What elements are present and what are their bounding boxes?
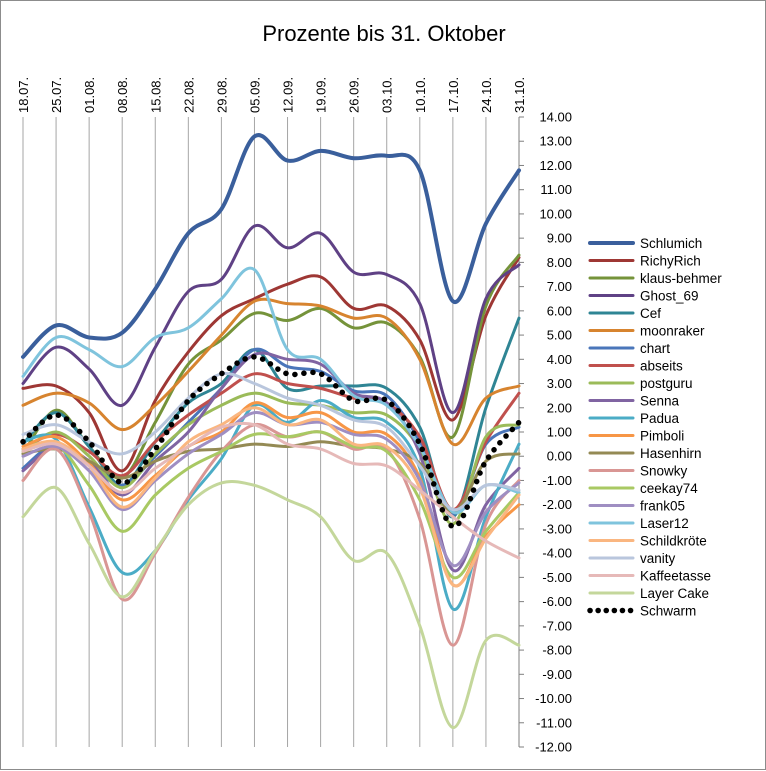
legend-label-hasenhirn: Hasenhirn <box>640 446 702 461</box>
series-line-vanity <box>21 371 521 512</box>
x-tick-label: 18.07. <box>16 77 31 113</box>
series-line-schlumich <box>21 133 521 359</box>
legend-label-vanity: vanity <box>640 551 676 566</box>
series-layer <box>20 133 522 730</box>
x-tick-label: 29.08. <box>214 77 229 113</box>
series-line-abseits <box>21 372 521 511</box>
y-tick-label: -7.00 <box>542 618 572 633</box>
legend-label-kaffeetasse: Kaffeetasse <box>640 569 711 584</box>
x-tick-label: 08.08. <box>115 77 130 113</box>
x-tick-label: 24.10. <box>479 77 494 113</box>
x-tick-label: 12.09. <box>281 77 296 113</box>
series-line-schwarm <box>20 354 522 530</box>
y-tick-label: -4.00 <box>542 546 572 561</box>
x-tick-label: 03.10. <box>380 77 395 113</box>
legend-label-padua: Padua <box>640 411 680 426</box>
y-tick-label: -1.00 <box>542 473 572 488</box>
legend-label-klaus-behmer: klaus-behmer <box>640 271 722 286</box>
y-tick-label: 8.00 <box>547 255 572 270</box>
y-tick-label: -12.00 <box>535 740 572 755</box>
series-line-schildkroete <box>21 406 521 588</box>
y-tick-label: -2.00 <box>542 497 572 512</box>
legend-label-laser12: Laser12 <box>640 516 689 531</box>
axis-layer: 18.07. 25.07. 01.08. 08.08. 15.08. 22.08. 29.0… <box>16 77 572 755</box>
x-tick-label: 26.09. <box>347 77 362 113</box>
legend-label-pimboli: Pimboli <box>640 429 684 444</box>
y-tick-label: 4.00 <box>547 352 572 367</box>
y-tick-label: -6.00 <box>542 594 572 609</box>
x-tick-label: 31.10. <box>512 77 527 113</box>
y-tick-label: 0.00 <box>547 449 572 464</box>
y-tick-label: 12.00 <box>539 158 572 173</box>
y-tick-label: -9.00 <box>542 667 572 682</box>
legend-label-frank05: frank05 <box>640 499 685 514</box>
series-line-padua <box>21 399 521 611</box>
y-tick-label: 7.00 <box>547 279 572 294</box>
y-tick-label: 3.00 <box>547 376 572 391</box>
y-tick-label: 13.00 <box>539 134 572 149</box>
legend-label-schwarm: Schwarm <box>640 604 696 619</box>
series-line-kaffeetasse <box>21 421 521 560</box>
legend-label-senna: Senna <box>640 394 680 409</box>
y-tick-label: 14.00 <box>539 110 572 125</box>
legend-label-snowky: Snowky <box>640 464 688 479</box>
y-tick-label: 6.00 <box>547 303 572 318</box>
y-tick-label: -11.00 <box>536 715 572 730</box>
legend-label-ceekay74: ceekay74 <box>640 481 698 496</box>
x-tick-label: 05.09. <box>247 77 262 113</box>
x-tick-label: 22.08. <box>181 77 196 113</box>
y-tick-label: 11.00 <box>540 182 572 197</box>
y-tick-label: 9.00 <box>547 231 572 246</box>
legend-label-chart: chart <box>640 341 670 356</box>
x-tick-label: 25.07. <box>49 77 64 113</box>
x-tick-label: 10.10. <box>413 77 428 113</box>
legend-label-abseits: abseits <box>640 359 683 374</box>
legend-label-schlumich: Schlumich <box>640 236 702 251</box>
x-tick-label: 01.08. <box>82 77 97 113</box>
y-tick-label: -3.00 <box>542 521 572 536</box>
y-tick-label: -5.00 <box>542 570 572 585</box>
y-tick-label: 10.00 <box>539 206 572 221</box>
chart-title: Prozente bis 31. Oktober <box>262 21 506 46</box>
legend-label-cef: Cef <box>640 306 661 321</box>
legend-label-richyrich: RichyRich <box>640 254 701 269</box>
y-tick-label: -8.00 <box>542 643 572 658</box>
series-line-moonraker <box>21 297 521 447</box>
series-line-layer-cake <box>21 480 521 730</box>
legend-label-layer-cake: Layer Cake <box>640 586 709 601</box>
y-tick-label: 5.00 <box>547 328 572 343</box>
series-line-snowky <box>21 422 521 647</box>
legend-label-moonraker: moonraker <box>640 324 705 339</box>
series-line-ghost-69 <box>21 223 521 415</box>
y-tick-label: 1.00 <box>547 425 572 440</box>
y-tick-label: 2.00 <box>547 400 572 415</box>
legend-label-postguru: postguru <box>640 376 693 391</box>
legend: Schlumich RichyRich klaus-behmer Ghost_69 Ce… <box>587 236 722 619</box>
series-line-richyrich <box>21 256 521 473</box>
x-tick-label: 19.09. <box>314 77 329 113</box>
x-tick-label: 15.08. <box>148 77 163 113</box>
legend-label-ghost-69: Ghost_69 <box>640 289 699 304</box>
y-tick-label: -10.00 <box>535 691 572 706</box>
x-tick-label: 17.10. <box>446 77 461 113</box>
legend-label-schildkroete: Schildkröte <box>640 534 707 549</box>
